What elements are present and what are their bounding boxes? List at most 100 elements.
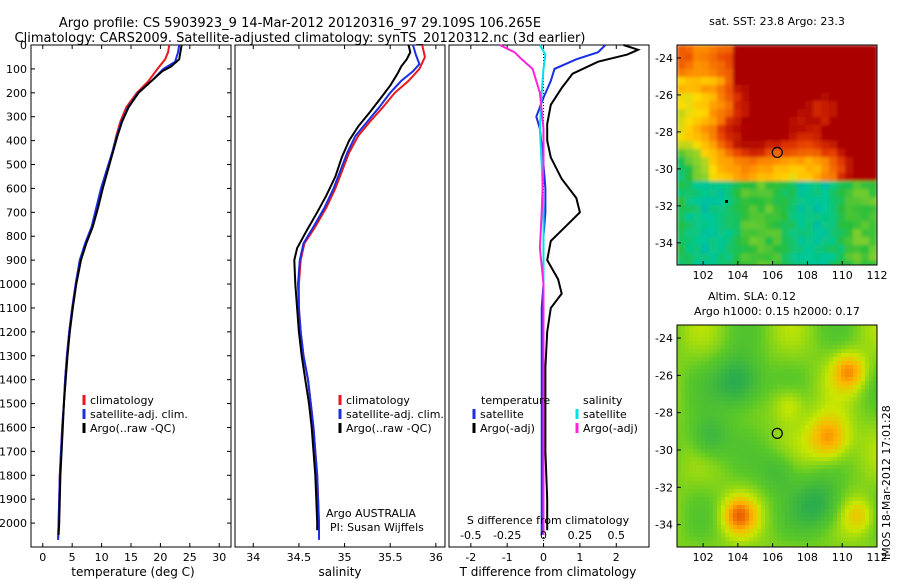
sst-cell [733, 173, 742, 182]
sst-cell [733, 229, 742, 238]
sla-cell [705, 517, 710, 522]
sla-cell [777, 493, 782, 498]
sla-cell [801, 505, 806, 510]
sla-cell [785, 461, 790, 466]
sla-cell [777, 393, 782, 398]
sla-cell [853, 365, 858, 370]
sst-cell [717, 93, 726, 102]
sla-cell [817, 469, 822, 474]
sla-cell [721, 409, 726, 414]
sla-cell [773, 377, 778, 382]
sla-cell [701, 537, 706, 542]
sla-cell [785, 509, 790, 514]
sla-cell [781, 393, 786, 398]
sla-cell [697, 421, 702, 426]
sla-cell [793, 505, 798, 510]
sla-cell [689, 361, 694, 366]
sla-cell [809, 361, 814, 366]
sla-cell [853, 525, 858, 530]
sla-cell [861, 429, 866, 434]
sla-cell [845, 349, 850, 354]
sla-cell [785, 541, 790, 546]
sst-cell [853, 61, 862, 70]
sst-cell [725, 157, 734, 166]
sla-cell [853, 485, 858, 490]
sla-cell [841, 345, 846, 350]
sst-cell [701, 133, 710, 142]
sla-cell [717, 377, 722, 382]
sst-cell [837, 237, 846, 246]
sla-cell [741, 357, 746, 362]
sla-cell [717, 361, 722, 366]
sst-cell [677, 237, 686, 246]
sla-cell [781, 497, 786, 502]
sla-cell [685, 449, 690, 454]
sla-cell [729, 505, 734, 510]
depth-tick-label: 400 [6, 135, 27, 148]
sst-cell [773, 221, 782, 230]
sla-cell [849, 357, 854, 362]
sst-cell [837, 245, 846, 254]
sla-cell [721, 345, 726, 350]
sla-cell [721, 417, 726, 422]
sla-cell [797, 505, 802, 510]
sla-cell [697, 449, 702, 454]
sla-cell [817, 525, 822, 530]
sla-cell [773, 357, 778, 362]
sla-cell [725, 333, 730, 338]
sla-cell [693, 489, 698, 494]
sla-cell [837, 349, 842, 354]
sla-cell [821, 501, 826, 506]
sla-cell [749, 513, 754, 518]
sst-cell [685, 69, 694, 78]
sla-cell [701, 517, 706, 522]
sla-cell [701, 417, 706, 422]
sla-cell [845, 353, 850, 358]
sla-cell [709, 489, 714, 494]
sst-cell [829, 173, 838, 182]
sla-cell [753, 417, 758, 422]
sla-cell [697, 453, 702, 458]
sst-cell [837, 69, 846, 78]
sst-cell [773, 61, 782, 70]
sla-cell [817, 329, 822, 334]
sla-cell [709, 401, 714, 406]
sla-cell [869, 521, 874, 526]
sla-cell [681, 509, 686, 514]
sst-cell [821, 69, 830, 78]
sst-cell [797, 45, 806, 54]
sst-cell [789, 93, 798, 102]
sla-cell [693, 381, 698, 386]
sst-cell [773, 77, 782, 86]
sla-cell [841, 353, 846, 358]
sla-cell [857, 481, 862, 486]
sla-cell [681, 473, 686, 478]
sla-cell [721, 445, 726, 450]
sla-cell [773, 393, 778, 398]
sst-cell [821, 101, 830, 110]
sla-cell [865, 349, 870, 354]
sla-cell [793, 381, 798, 386]
sst-cell [797, 53, 806, 62]
sla-cell [697, 489, 702, 494]
sla-cell [741, 517, 746, 522]
sla-cell [857, 377, 862, 382]
sla-cell [833, 541, 838, 546]
sla-cell [833, 369, 838, 374]
sla-cell [697, 517, 702, 522]
sla-cell [797, 545, 802, 547]
sla-cell [833, 409, 838, 414]
sla-cell [873, 453, 877, 458]
sla-cell [785, 441, 790, 446]
sla-cell [733, 497, 738, 502]
sst-cell [797, 205, 806, 214]
sla-cell [797, 425, 802, 430]
sla-cell [697, 397, 702, 402]
sla-cell [785, 445, 790, 450]
sla-cell [733, 397, 738, 402]
sla-cell [825, 365, 830, 370]
sla-cell [769, 473, 774, 478]
sla-cell [689, 389, 694, 394]
sla-cell [845, 409, 850, 414]
sst-cell [797, 157, 806, 166]
